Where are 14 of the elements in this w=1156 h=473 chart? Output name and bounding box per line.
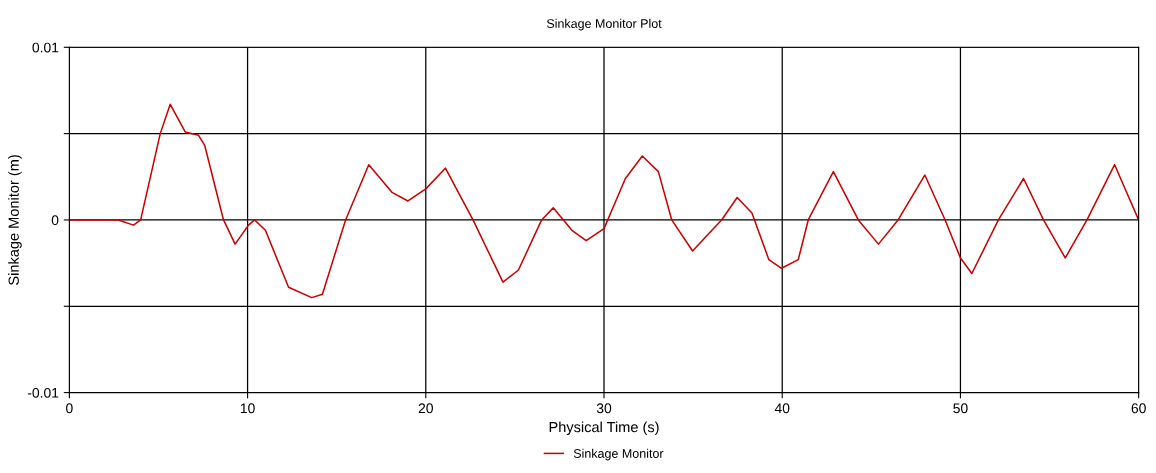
x-tick-label: 50	[953, 403, 968, 414]
y-tick-label: -0.01	[27, 387, 59, 398]
x-tick-label: 30	[596, 403, 612, 414]
y-tick-label: 0.01	[32, 42, 59, 53]
legend-label: Sinkage Monitor	[573, 448, 664, 461]
x-axis-title: Physical Time (s)	[549, 421, 659, 436]
x-tick-label: 20	[418, 403, 433, 414]
x-tick-label: 60	[1131, 403, 1146, 414]
x-tick-label: 40	[774, 403, 790, 414]
x-tick-label: 10	[240, 403, 255, 414]
chart-title: Sinkage Monitor Plot	[546, 18, 662, 31]
y-tick-label: 0	[51, 215, 59, 226]
y-axis-title: Sinkage Monitor (m)	[8, 155, 22, 285]
x-tick-label: 0	[66, 403, 73, 414]
